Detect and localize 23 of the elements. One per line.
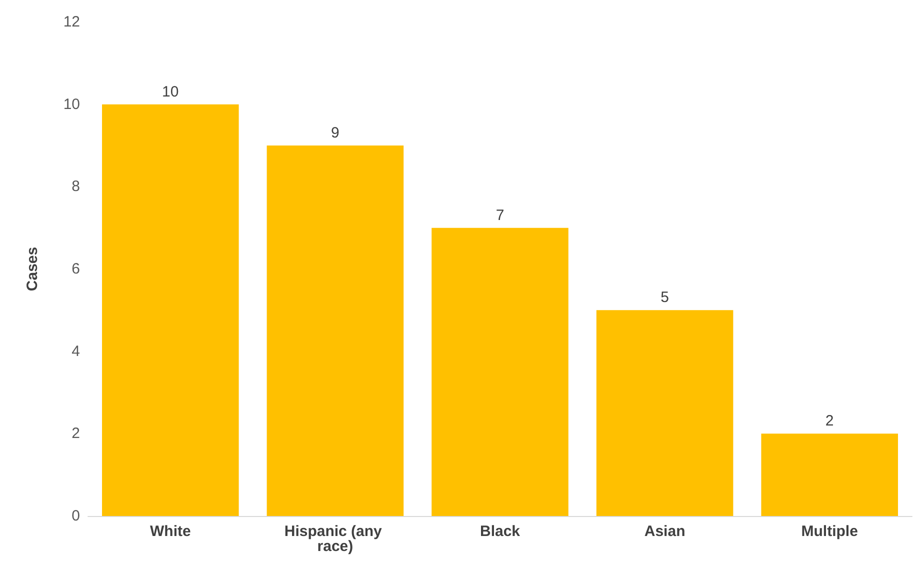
y-tick-label: 4 <box>72 342 80 360</box>
bar <box>761 434 898 516</box>
x-tick-label: Asian <box>644 523 686 540</box>
y-tick-label: 10 <box>63 96 80 113</box>
bar <box>266 146 404 516</box>
bar <box>432 228 568 516</box>
y-tick-label: 6 <box>72 260 80 278</box>
data-label: 5 <box>660 289 669 306</box>
bar <box>596 310 734 516</box>
x-tick-label: Multiple <box>801 523 858 540</box>
data-label: 10 <box>162 83 179 100</box>
data-label: 9 <box>331 124 340 142</box>
y-axis-title: Cases <box>24 246 41 292</box>
y-tick-label: 8 <box>72 178 80 196</box>
y-tick-label: 0 <box>72 508 80 524</box>
y-tick-label: 12 <box>63 14 80 30</box>
y-tick-label: 2 <box>72 425 80 442</box>
data-label: 2 <box>825 412 834 430</box>
x-tick-label: Black <box>480 523 521 540</box>
bar <box>102 104 239 516</box>
x-tick-label: Hispanic (any race) <box>284 523 386 555</box>
x-tick-label: White <box>150 523 191 540</box>
data-label: 7 <box>496 206 504 224</box>
